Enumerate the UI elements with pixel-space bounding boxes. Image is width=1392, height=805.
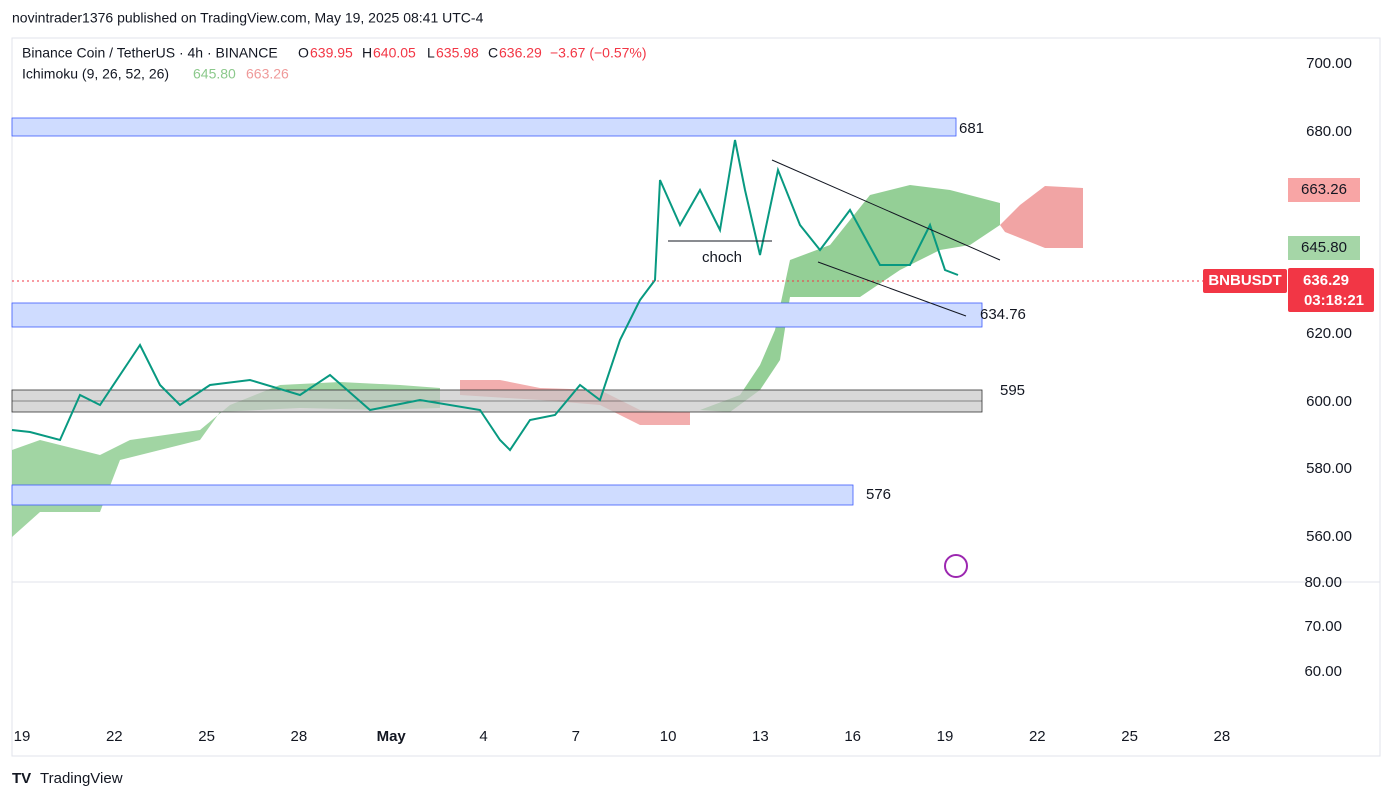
trend-line: [817, 261, 967, 317]
badge-text: BNBUSDT: [1208, 272, 1281, 289]
date-label: 22: [1029, 728, 1046, 745]
indicator-a: 645.80: [193, 66, 236, 82]
open-label: O: [298, 45, 309, 61]
zone-label: 595: [1000, 382, 1025, 399]
badge-text: 663.26: [1301, 181, 1347, 198]
date-label: May: [377, 728, 407, 745]
symbol-badge: [1203, 269, 1287, 293]
price-label: 600.00: [1306, 393, 1352, 410]
legend: Binance Coin / TetherUS · 4h · BINANCE O…: [22, 45, 647, 82]
footer: TradingView: [40, 770, 123, 787]
zone: [11, 484, 854, 506]
date-label: 7: [572, 728, 580, 745]
date-label: 28: [291, 728, 308, 745]
annotation: choch: [702, 249, 742, 266]
date-label: 25: [198, 728, 215, 745]
price-label: 560.00: [1306, 528, 1352, 545]
price-axis: 700.00 680.00 620.00 600.00 580.00 560.00 80.0…: [1304, 55, 1352, 680]
badge-text: 645.80: [1301, 239, 1347, 256]
badge-text: 636.29: [1303, 272, 1349, 289]
open: 639.95: [310, 45, 353, 61]
symbol: Binance Coin / TetherUS · 4h · BINANCE: [22, 45, 278, 61]
high-label: H: [362, 45, 372, 61]
date-label: 13: [752, 728, 769, 745]
date-label: 28: [1214, 728, 1231, 745]
date-label: 19: [937, 728, 954, 745]
trend-line: [771, 159, 1001, 261]
price-path: [11, 139, 959, 452]
date-label: 16: [844, 728, 861, 745]
date-label: 22: [106, 728, 123, 745]
date-label: 4: [479, 728, 487, 745]
zone-label: 634.76: [980, 306, 1026, 323]
attribution: novintrader1376 published on TradingView…: [12, 10, 484, 26]
zone: [11, 117, 957, 137]
close: 636.29: [499, 45, 542, 61]
badge-text: 03:18:21: [1304, 292, 1364, 309]
price-label: 580.00: [1306, 460, 1352, 477]
low: 635.98: [436, 45, 479, 61]
zone-label: 681: [959, 120, 984, 137]
logo: TV: [12, 770, 31, 787]
price-badge: [1288, 268, 1374, 312]
price-label: 80.00: [1304, 574, 1342, 591]
date-axis: 19 22 25 28 May 4 7 10 13 16 19 22 25 28: [14, 728, 1231, 745]
indicator-b: 663.26: [246, 66, 289, 82]
indicator-name: Ichimoku (9, 26, 52, 26): [22, 66, 169, 82]
price-label: 70.00: [1304, 618, 1342, 635]
close-label: C: [488, 45, 498, 61]
change: −3.67 (−0.57%): [550, 45, 647, 61]
badge: [1288, 236, 1360, 260]
date-label: 10: [660, 728, 677, 745]
price-label: 620.00: [1306, 325, 1352, 342]
price-label: 680.00: [1306, 123, 1352, 140]
price-label: 700.00: [1306, 55, 1352, 72]
low-label: L: [427, 45, 435, 61]
zone: [11, 302, 983, 328]
zone-label: 576: [866, 486, 891, 503]
badge: [1288, 178, 1360, 202]
flash-icon[interactable]: [944, 554, 968, 578]
price-label: 60.00: [1304, 663, 1342, 680]
date-label: 25: [1121, 728, 1138, 745]
date-label: 19: [14, 728, 31, 745]
high: 640.05: [373, 45, 416, 61]
